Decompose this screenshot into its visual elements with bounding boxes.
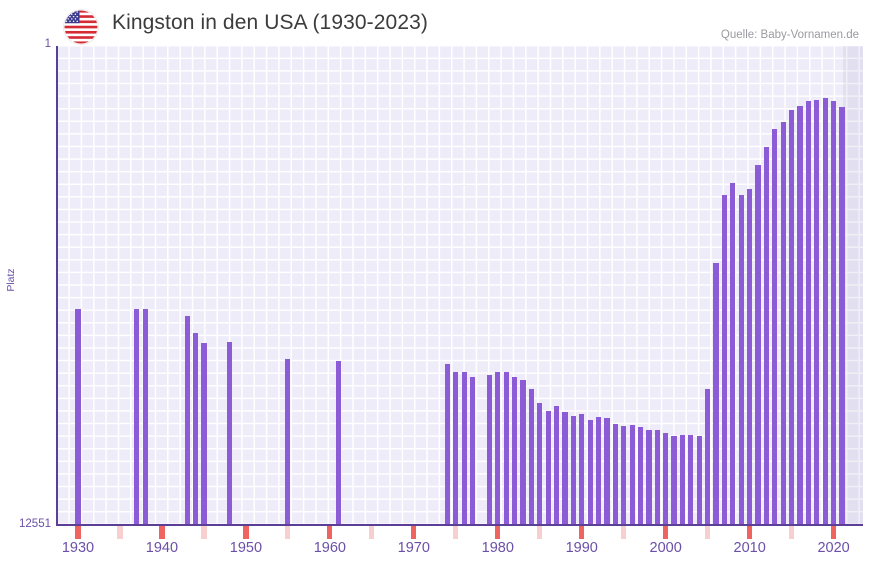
bar-2003	[688, 435, 694, 525]
x-axis-tick-labels: 1930 1940 1950 1960 1970 1980 1990 2000 2010 2020	[57, 540, 863, 564]
x-tick-label-1940: 1940	[145, 540, 179, 556]
bar-2005	[705, 388, 711, 525]
usa-flag-icon	[64, 10, 98, 44]
bar-1948	[226, 341, 232, 525]
x-axis-line	[57, 524, 863, 526]
bar-2021	[839, 107, 845, 525]
bar-1995	[621, 426, 627, 525]
bar-1983	[520, 380, 526, 525]
bar-2016	[797, 106, 803, 525]
bar-2000	[663, 432, 669, 525]
bar-1985	[537, 403, 543, 525]
y-axis-title: Platz	[5, 268, 17, 292]
bar-1992	[595, 417, 602, 525]
bar-2020	[831, 101, 837, 525]
source-attribution: Quelle: Baby-Vornamen.de	[720, 29, 859, 41]
x-tick-1935	[117, 526, 123, 539]
x-tick-label-1970: 1970	[397, 540, 430, 556]
bar-1974	[444, 363, 450, 525]
x-tick-2010	[747, 526, 753, 539]
bar-2006	[713, 263, 719, 525]
bar-1979	[486, 374, 492, 525]
bar-1988	[562, 412, 568, 525]
x-tick-2015	[789, 526, 795, 539]
bar-1991	[587, 420, 593, 525]
bar-2008	[730, 183, 736, 525]
x-tick-label-1950: 1950	[229, 540, 263, 556]
x-tick-label-2000: 2000	[649, 540, 682, 556]
bar-1975	[453, 371, 459, 525]
bar-1982	[511, 376, 518, 525]
bar-1943	[184, 315, 190, 525]
x-tick-1960	[327, 526, 333, 539]
x-tick-label-1930: 1930	[61, 540, 95, 556]
bar-1984	[528, 388, 534, 525]
x-tick-label-2010: 2010	[733, 540, 766, 556]
bar-1989	[570, 416, 576, 525]
bar-1961	[335, 361, 341, 525]
y-axis-bottom-label: 12551	[19, 518, 51, 530]
page-title: Kingston in den USA (1930-2023)	[112, 11, 428, 34]
x-axis-tick-marks	[57, 526, 863, 539]
x-tick-1955	[285, 526, 291, 539]
chart-header: Kingston in den USA (1930-2023) Quelle: …	[0, 0, 873, 46]
plot-area	[57, 46, 863, 525]
bar-2002	[679, 435, 686, 525]
x-tick-1995	[621, 526, 627, 539]
bar-1944	[192, 333, 199, 525]
bar-2014	[780, 122, 786, 525]
bar-2004	[696, 435, 702, 525]
x-tick-1990	[579, 526, 585, 539]
bar-2010	[747, 189, 753, 525]
bar-1977	[469, 377, 476, 525]
bar-1981	[503, 371, 509, 525]
x-tick-label-2020: 2020	[817, 540, 850, 556]
x-tick-1945	[201, 526, 207, 539]
bar-1955	[285, 359, 291, 525]
bar-1999	[654, 430, 660, 525]
x-tick-1970	[411, 526, 417, 539]
bar-1938	[142, 309, 148, 525]
bar-1937	[134, 309, 140, 525]
bar-1930	[75, 308, 81, 525]
bar-1980	[495, 371, 501, 525]
x-tick-1950	[243, 526, 249, 539]
bar-1986	[545, 410, 551, 525]
x-tick-1980	[495, 526, 501, 539]
x-tick-2020	[831, 526, 837, 539]
x-tick-1930	[75, 526, 81, 539]
bar-1993	[604, 418, 610, 525]
x-tick-label-1960: 1960	[313, 540, 346, 556]
x-tick-2000	[663, 526, 669, 539]
x-tick-1965	[369, 526, 375, 539]
bar-2013	[772, 128, 778, 525]
bar-2011	[755, 164, 761, 525]
bar-1987	[553, 406, 560, 525]
bar-2012	[763, 146, 770, 525]
bar-1998	[646, 430, 652, 525]
x-tick-label-1980: 1980	[481, 540, 514, 556]
x-tick-1975	[453, 526, 459, 539]
x-tick-label-1990: 1990	[565, 540, 598, 556]
x-tick-1940	[159, 526, 165, 539]
bar-2001	[671, 436, 677, 525]
bar-1996	[629, 425, 635, 525]
bar-2019	[822, 97, 828, 525]
y-axis-top-label: 1	[44, 38, 51, 50]
bar-2018	[814, 100, 820, 525]
bar-1990	[579, 414, 585, 525]
bar-2007	[721, 194, 728, 525]
bar-2009	[738, 195, 744, 525]
bar-2017	[805, 100, 812, 525]
bar-1997	[637, 427, 644, 525]
bar-1976	[461, 371, 467, 525]
bars-layer	[57, 46, 863, 525]
y-axis-line	[56, 46, 58, 526]
x-tick-1985	[537, 526, 543, 539]
bar-1994	[612, 424, 618, 525]
x-tick-2005	[705, 526, 711, 539]
bar-1945	[201, 342, 207, 525]
bar-2015	[789, 110, 795, 525]
